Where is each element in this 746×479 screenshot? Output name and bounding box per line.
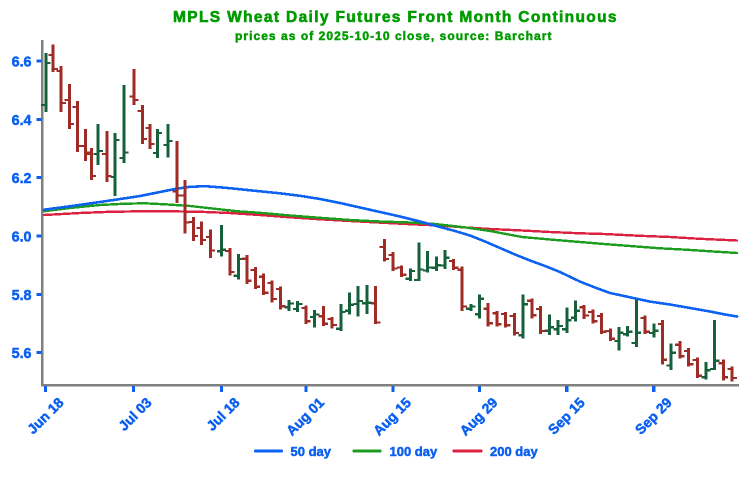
svg-text:5.6: 5.6 [12,346,32,362]
svg-text:200 day: 200 day [490,444,538,459]
svg-text:6.6: 6.6 [12,55,32,71]
svg-text:50 day: 50 day [291,444,332,459]
svg-text:prices as of 2025-10-10 close,: prices as of 2025-10-10 close, source: B… [235,29,553,43]
svg-text:5.8: 5.8 [12,288,32,304]
svg-text:MPLS Wheat Daily Futures Front: MPLS Wheat Daily Futures Front Month Con… [173,9,618,26]
svg-text:100 day: 100 day [390,444,438,459]
svg-text:6.2: 6.2 [12,171,32,187]
svg-text:6.0: 6.0 [12,230,32,246]
svg-text:6.4: 6.4 [12,113,32,129]
